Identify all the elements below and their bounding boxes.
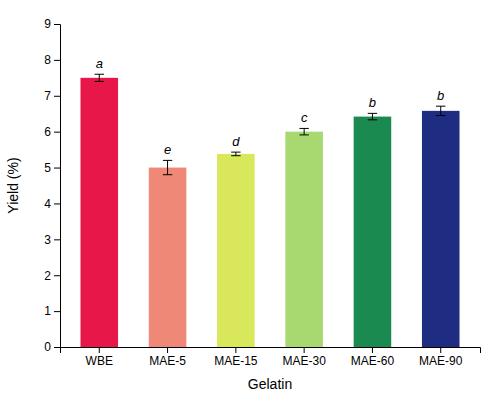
error-bar [231,152,240,156]
tick-mark [54,24,60,25]
tick-mark [54,311,60,312]
tick-mark [54,168,60,169]
error-bar-cap [95,81,104,82]
chart-svg: a e d c b b WBE MAE-5 MAE-15 MAE-30 MAE-60 MAE-90 0 1… [0,0,500,403]
tick-mark [54,347,60,348]
x-tick: MAE-15 [214,347,258,368]
plot-area: a e d c b b WBE MAE-5 MAE-15 MAE-30 MAE-60 MAE-90 0 1… [44,17,480,367]
axis-line [61,348,481,354]
bar [149,168,187,347]
tick-mark [304,347,305,353]
tick-mark [54,132,60,133]
y-tick: 2 [44,269,60,283]
tick-mark [372,347,373,353]
bar [422,111,460,347]
tick-mark [54,60,60,61]
error-bar-cap [163,174,172,175]
marks [80,74,459,347]
error-bar [368,113,377,119]
error-bar [299,128,308,134]
error-bar-stem [235,152,236,156]
tick-label: MAE-15 [214,354,258,368]
tick-label: 1 [44,304,51,318]
tick-label: 7 [44,89,51,103]
annotation: d [232,134,240,149]
x-tick: WBE [86,347,113,368]
y-tick: 4 [44,197,60,211]
tick-label: WBE [86,354,113,368]
tick-label: MAE-30 [282,354,326,368]
tick-mark [54,275,60,276]
tick-label: 6 [44,125,51,139]
error-bar-cap [231,152,240,153]
annotation: a [96,56,103,71]
error-bar-stem [99,74,100,81]
annotation: b [437,88,444,103]
y-tick: 0 [44,340,60,354]
x-tick: MAE-30 [282,347,326,368]
tick-label: 9 [44,17,51,31]
error-bar-cap [436,115,445,116]
error-bar-cap [299,128,308,129]
error-bar-cap [368,119,377,120]
annotation: b [369,95,376,110]
error-bar-cap [436,106,445,107]
tick-label: 4 [44,197,51,211]
tick-label: 3 [44,233,51,247]
error-bar [95,74,104,81]
y-tick: 3 [44,233,60,247]
tick-label: 5 [44,161,51,175]
y-tick: 5 [44,161,60,175]
x-axis-title: Gelatin [248,376,292,392]
tick-mark [167,347,168,353]
error-bar [163,160,172,174]
bar [285,132,323,347]
x-axis: WBE MAE-5 MAE-15 MAE-30 MAE-60 MAE-90 [61,347,481,368]
annotation: c [301,110,308,125]
tick-label: 2 [44,269,51,283]
error-bar-cap [368,113,377,114]
tick-label: 8 [44,53,51,67]
error-bar-stem [304,128,305,134]
tick-mark [54,203,60,204]
x-tick: MAE-5 [149,347,186,368]
y-tick: 7 [44,89,60,103]
y-tick: 9 [44,17,60,31]
tick-label: 0 [44,340,51,354]
y-axis: 0 1 2 3 4 5 6 7 8 9 [44,17,60,354]
error-bar-stem [372,113,373,119]
tick-label: MAE-90 [419,354,463,368]
bar [354,117,392,347]
y-tick: 1 [44,304,60,318]
annotation: e [164,142,171,157]
error-bar-cap [299,134,308,135]
error-bar-stem [440,106,441,115]
error-bar-cap [95,74,104,75]
tick-label: MAE-60 [351,354,395,368]
error-bar-cap [163,160,172,161]
error-bar [436,106,445,115]
tick-mark [54,239,60,240]
y-axis-title: Yield (%) [5,157,21,213]
y-tick: 6 [44,125,60,139]
axis-line [54,25,61,348]
x-tick: MAE-90 [419,347,463,368]
annotations: a e d c b b [96,56,445,157]
chart-container: a e d c b b WBE MAE-5 MAE-15 MAE-30 MAE-60 MAE-90 0 1… [0,0,500,403]
x-tick: MAE-60 [351,347,395,368]
tick-label: MAE-5 [149,354,186,368]
tick-mark [440,347,441,353]
error-bar-cap [231,155,240,156]
y-tick: 8 [44,53,60,67]
bar [80,78,118,347]
tick-mark [235,347,236,353]
tick-mark [54,96,60,97]
bar [217,154,255,347]
error-bar-stem [167,160,168,174]
tick-mark [99,347,100,353]
